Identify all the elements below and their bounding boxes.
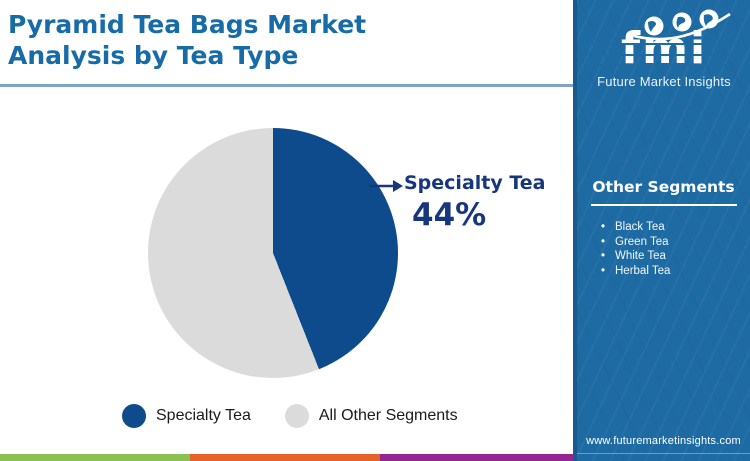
page-title-line-2: Analysis by Tea Type [8,40,299,70]
sidebar-url-rule [577,453,750,454]
other-segments-heading: Other Segments [592,178,735,196]
list-item: Green Tea [601,235,670,250]
list-item: Herbal Tea [601,264,670,279]
logo-stripe [588,54,740,56]
logo-stripe [588,64,740,66]
legend-swatch-specialty-tea [122,404,146,428]
legend-item-all-other-segments: All Other Segments [284,404,458,428]
callout-label: Specialty Tea [404,172,546,194]
brand-sidebar: fmi Future Market Insights Other Segment… [573,0,750,461]
callout-arrow-icon [369,180,403,192]
legend-swatch-all-other-segments [284,404,309,428]
fmi-logo-text: fmi [620,23,708,74]
page-title: Pyramid Tea Bags Market Analysis by Tea … [8,10,563,71]
logo-stripe [588,43,740,45]
footer-stripe-green [0,454,190,461]
globe-icons [633,9,731,40]
other-segments-underline [591,204,737,206]
legend-item-specialty-tea: Specialty Tea [122,404,251,428]
footer-stripe-orange [190,454,380,461]
legend-label: All Other Segments [318,407,458,424]
other-segments-list: Black TeaGreen TeaWhite TeaHerbal Tea [601,220,670,278]
footer-stripe-purple [380,454,573,461]
fmi-logo-subtext: Future Market Insights [597,74,731,89]
list-item: White Tea [601,249,670,264]
callout-value: 44% [412,197,487,233]
pie-chart [148,128,398,378]
fmi-logo: fmi Future Market Insights [588,6,740,89]
website-url: www.futuremarketinsights.com [586,435,741,447]
fmi-logo-wordmark: fmi [588,26,740,72]
title-divider [0,84,573,87]
legend-label: Specialty Tea [156,407,251,424]
page-title-line-1: Pyramid Tea Bags Market [8,10,367,39]
list-item: Black Tea [601,220,670,235]
chart-legend: Specialty Tea All Other Segments [122,404,458,428]
